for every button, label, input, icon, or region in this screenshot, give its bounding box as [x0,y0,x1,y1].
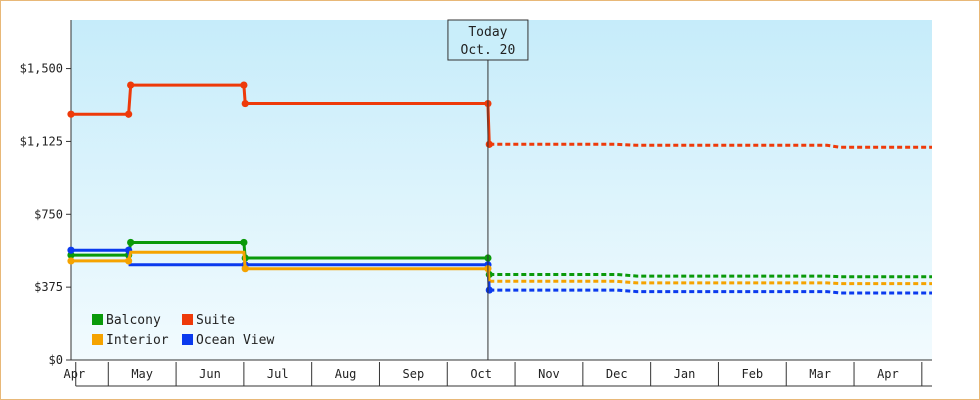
suite-forecast-line [489,142,932,149]
today-date: Oct. 20 [461,43,516,58]
x-tick-label: Jun [199,367,221,381]
series-lines [67,81,932,295]
y-tick-label: $375 [34,280,63,294]
suite-point [240,81,248,89]
ocean-view-legend-label: Ocean View [196,333,274,348]
interior-point [125,257,133,265]
x-tick-label: Apr [877,367,899,381]
y-axis: $0 $375 $750 $1,125 $1,500 [20,20,72,367]
x-tick-label: Dec [606,367,628,381]
x-tick-label: Oct [470,367,492,381]
x-tick-label: Jul [267,367,289,381]
y-tick-label: $0 [49,353,63,367]
suite-point [125,110,133,118]
ocean-view-forecast-line [489,288,932,295]
suite-legend-label: Suite [196,313,235,328]
balcony-point [240,238,248,247]
suite-legend-swatch [182,314,193,325]
legend: Balcony Suite Interior Ocean View [92,313,274,348]
interior-point [67,257,75,265]
interior-point [241,265,249,273]
plot-area [71,20,932,360]
ocean-view-point [67,246,75,254]
y-tick-label: $1,125 [20,134,63,148]
x-tick-label: Nov [538,367,560,381]
x-tick-label: Aug [335,367,357,381]
y-tick-label: $1,500 [20,62,63,76]
interior-legend-swatch [92,334,103,345]
x-tick-label: Apr [64,367,86,381]
suite-point [485,140,493,148]
balcony-legend-swatch [92,314,103,325]
ocean-view-point [485,286,493,294]
suite-point [67,110,75,118]
y-tick-label: $750 [34,207,63,221]
x-tick-label: Feb [741,367,763,381]
today-label: Today [468,25,507,40]
x-tick-label: Mar [809,367,831,381]
balcony-point [127,238,135,247]
suite-point [127,81,135,89]
balcony-legend-label: Balcony [106,313,161,328]
balcony-forecast-line [489,273,932,279]
x-tick-label: Jan [674,367,696,381]
x-tick-label: May [131,367,153,381]
suite-point [241,99,249,108]
ocean-view-legend-swatch [182,334,193,345]
today-callout-box [447,19,529,61]
interior-legend-label: Interior [106,333,169,348]
today-marker: Today Oct. 20 [447,19,529,360]
x-axis: Apr May Jun Jul Aug Sep Oct Nov Dec Jan Feb Mar Apr [64,359,932,387]
interior-forecast-line [489,279,932,286]
x-tick-label: Sep [403,367,425,381]
